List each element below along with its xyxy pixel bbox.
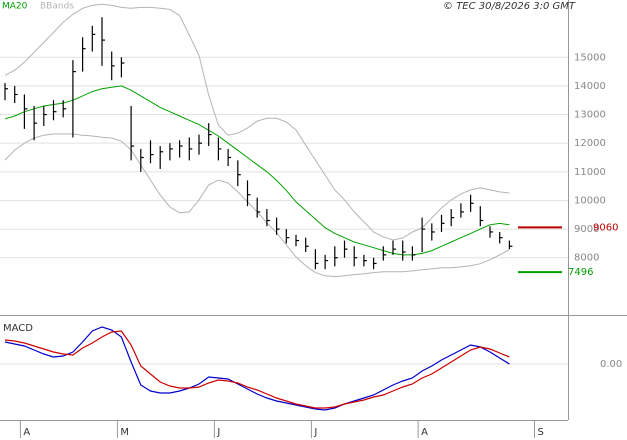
credit: © TEC 30/8/2026 3:0 GMT [443, 1, 576, 12]
last-value-label: 7496 [568, 267, 593, 278]
band-line [4, 3, 510, 241]
ma-line [4, 85, 510, 256]
x-tick-label: S [538, 427, 544, 438]
y-tick-label: 8000 [574, 253, 599, 264]
y-tick-label: 15000 [574, 52, 606, 63]
legend-entry: BBands [40, 2, 74, 12]
y-tick-label: 13000 [574, 110, 606, 121]
legend-entry: MA20 [2, 2, 28, 12]
y-tick-label: 14000 [574, 81, 606, 92]
macd-line [4, 326, 510, 411]
x-tick-label: J [313, 427, 317, 438]
y-tick-label: 12000 [574, 138, 606, 149]
y-tick-label: 11000 [574, 167, 606, 178]
macd-title: MACD [3, 323, 33, 334]
macd-line [4, 330, 510, 409]
last-value-label: 9060 [593, 222, 618, 233]
x-tick-label: A [421, 427, 428, 438]
x-tick-label: J [216, 427, 220, 438]
x-tick-label: A [23, 427, 30, 438]
x-tick-label: M [120, 427, 129, 438]
y-tick-label: 0.00 [600, 359, 622, 370]
y-tick-label: 9000 [574, 224, 599, 235]
y-tick-label: 10000 [574, 195, 606, 206]
